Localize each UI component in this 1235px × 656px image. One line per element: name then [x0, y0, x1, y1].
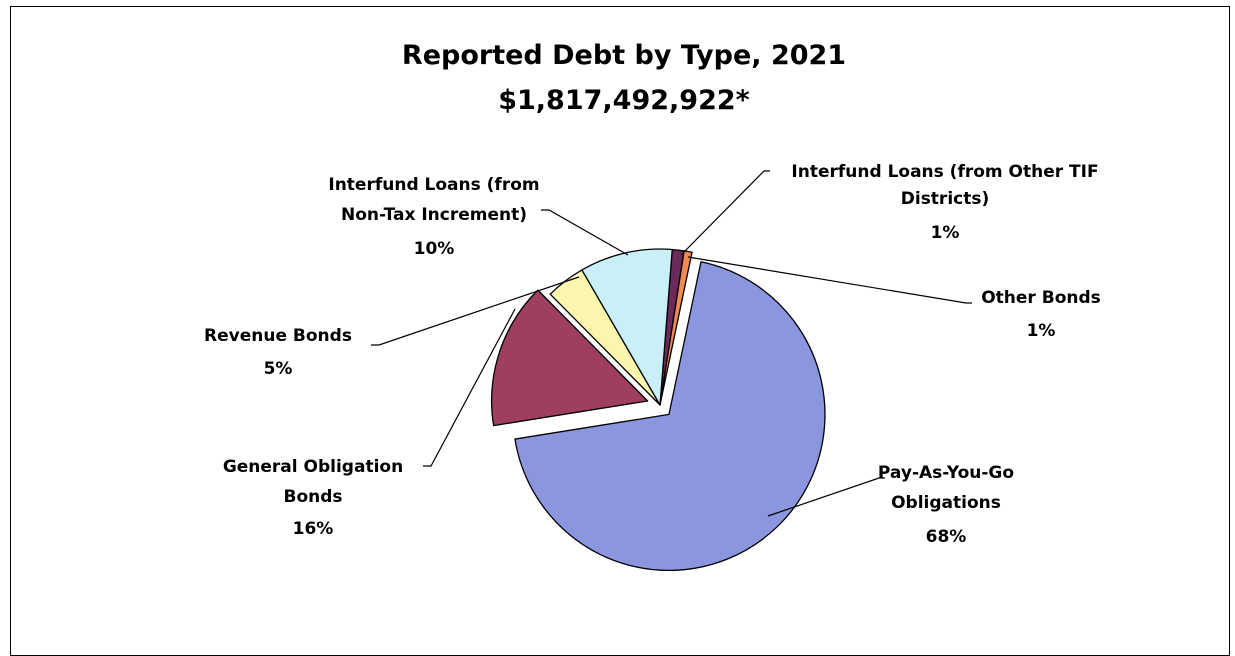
label-pay-as-you-go: Pay-As-You-Go Obligations 68%	[878, 463, 1014, 547]
label-interfund-non-tax: Interfund Loans (from Non-Tax Increment)…	[328, 175, 539, 259]
leader-interfund-non-tax	[541, 209, 629, 256]
pie-chart: Reported Debt by Type, 2021 $1,817,492,9…	[204, 40, 1101, 571]
chart-subtitle: $1,817,492,922*	[498, 85, 750, 116]
leader-general-obligation	[423, 308, 516, 467]
label-line: Interfund Loans (from	[328, 175, 539, 195]
chart-title: Reported Debt by Type, 2021	[402, 40, 846, 71]
label-general-obligation: General Obligation Bonds 16%	[223, 457, 403, 539]
percent-label: 10%	[414, 239, 455, 259]
label-line: General Obligation	[223, 457, 403, 477]
label-revenue-bonds: Revenue Bonds 5%	[204, 326, 352, 379]
label-line: Bonds	[283, 487, 342, 507]
leader-interfund-other-tif	[680, 170, 770, 256]
label-interfund-other-tif: Interfund Loans (from Other TIF District…	[791, 162, 1098, 243]
leader-lines	[371, 170, 972, 517]
slice-pay-as-you-go	[514, 261, 826, 571]
percent-label: 68%	[926, 527, 967, 547]
leader-other-bonds	[687, 256, 972, 304]
percent-label: 16%	[293, 519, 334, 539]
percent-label: 1%	[1027, 321, 1056, 341]
label-line: Non-Tax Increment)	[341, 205, 527, 225]
pie-slices	[491, 248, 826, 571]
label-line: Obligations	[891, 493, 1001, 513]
label-line: Other Bonds	[981, 288, 1101, 308]
label-line: Pay-As-You-Go	[878, 463, 1014, 483]
label-line: Districts)	[901, 189, 990, 209]
leader-pay-as-you-go	[767, 477, 885, 517]
slice-interfund-non-tax	[581, 248, 673, 406]
label-line: Interfund Loans (from Other TIF	[791, 162, 1098, 182]
percent-label: 5%	[264, 359, 293, 379]
slice-general-obligation	[491, 289, 649, 427]
label-line: Revenue Bonds	[204, 326, 352, 346]
percent-label: 1%	[931, 223, 960, 243]
label-other-bonds: Other Bonds 1%	[981, 288, 1101, 341]
slice-other-bonds	[659, 250, 693, 406]
leader-revenue-bonds	[371, 276, 580, 346]
